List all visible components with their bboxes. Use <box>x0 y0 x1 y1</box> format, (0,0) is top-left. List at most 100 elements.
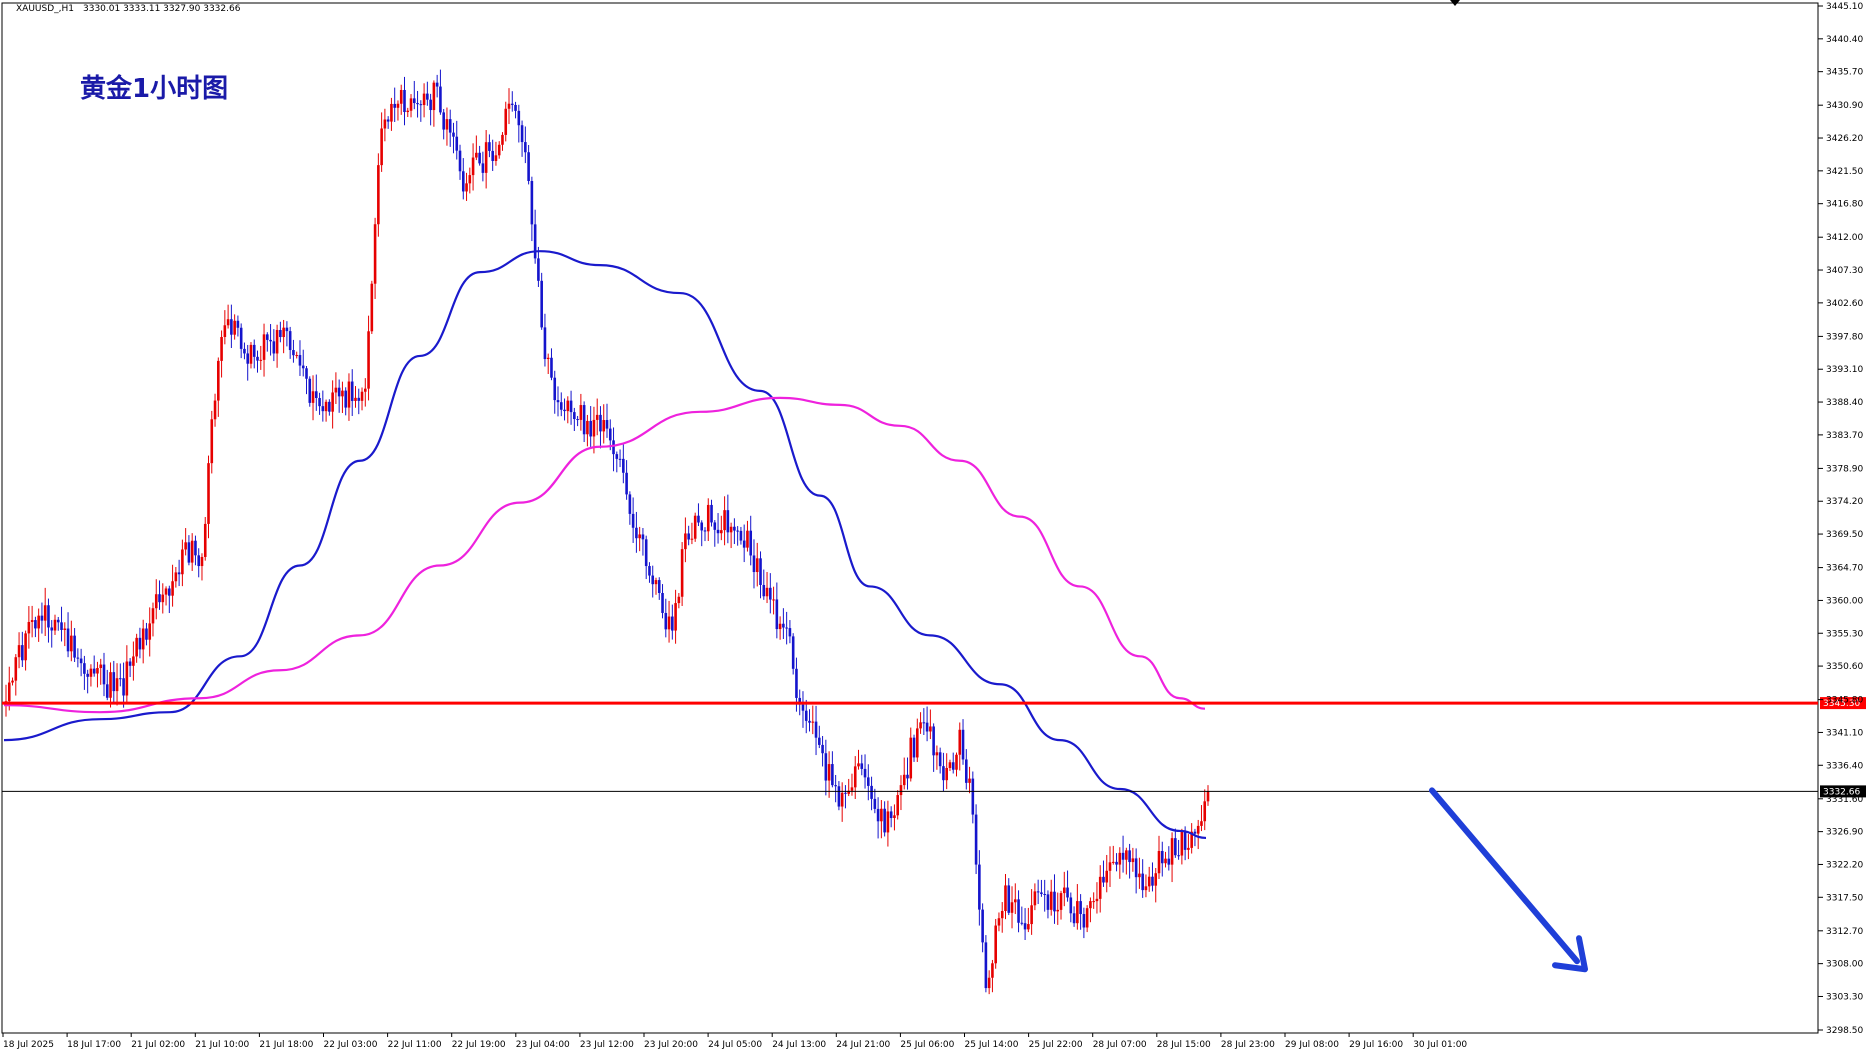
candle <box>814 705 818 756</box>
candle-body <box>377 165 380 225</box>
candle <box>782 608 785 640</box>
price-tick-label: 3312.70 <box>1826 927 1863 937</box>
candle-body <box>586 420 589 435</box>
candle <box>1164 851 1167 868</box>
candle-body <box>837 786 841 807</box>
candle <box>207 455 210 539</box>
candle-body <box>853 766 857 788</box>
candle <box>380 112 383 172</box>
candle-body <box>1056 909 1060 912</box>
candle <box>171 564 174 607</box>
current-price-box <box>1820 785 1866 798</box>
candle-body <box>964 759 968 783</box>
candle-body <box>641 534 645 540</box>
candle <box>867 764 870 801</box>
candle-body <box>527 152 530 182</box>
candle <box>667 600 671 643</box>
candle <box>1147 866 1151 892</box>
candle-body <box>573 412 576 420</box>
candle-body <box>279 330 282 338</box>
time-tick-label: 18 Jul 2025 <box>3 1040 54 1050</box>
candle <box>1105 854 1109 893</box>
candle-body <box>1174 838 1177 856</box>
candle-body <box>393 103 396 108</box>
candle-body <box>501 134 504 145</box>
candle-body <box>661 592 664 613</box>
candle-body <box>608 428 612 441</box>
candle-body <box>494 155 498 161</box>
candle-body <box>409 98 413 111</box>
candle-body <box>1190 831 1193 848</box>
candle <box>1115 853 1118 872</box>
price-tick-label: 3345.80 <box>1826 696 1863 706</box>
candle-body <box>857 763 860 767</box>
candle <box>635 511 638 553</box>
price-tick-label: 3326.90 <box>1826 828 1863 838</box>
candle <box>484 130 488 189</box>
candle <box>125 645 129 703</box>
candle-body <box>746 530 749 548</box>
candle <box>1134 848 1138 894</box>
candle-body <box>1040 892 1043 895</box>
candle <box>981 903 984 953</box>
candle-body <box>589 420 592 437</box>
candle <box>217 357 220 417</box>
candle <box>1017 890 1020 933</box>
candle <box>755 542 759 587</box>
candle <box>11 677 14 686</box>
candle-body <box>929 726 932 732</box>
candle-body <box>288 331 292 351</box>
candle-body <box>961 729 965 760</box>
candle <box>132 641 135 681</box>
candle <box>151 602 155 637</box>
candle <box>870 776 873 811</box>
candle-body <box>89 668 93 677</box>
candle <box>906 757 909 790</box>
candle-body <box>272 341 276 354</box>
candle <box>30 605 34 638</box>
candle-body <box>334 387 338 393</box>
candle <box>605 403 609 438</box>
candle-body <box>266 334 269 340</box>
candle <box>850 773 854 796</box>
candle-body <box>1046 894 1050 910</box>
candle <box>697 503 700 527</box>
time-tick-label: 21 Jul 02:00 <box>131 1040 185 1050</box>
chart-header-symbol: XAUUSD_,H1 <box>16 4 74 14</box>
candle <box>925 706 929 742</box>
candle <box>592 406 596 454</box>
candle <box>582 401 586 443</box>
time-tick-label: 18 Jul 17:00 <box>67 1040 121 1050</box>
candle-body <box>834 785 837 787</box>
candle <box>226 304 230 329</box>
candle <box>576 415 579 427</box>
candle <box>138 627 142 659</box>
candle <box>266 332 269 352</box>
candle-body <box>925 722 929 732</box>
candle-body <box>331 392 334 412</box>
price-tick-label: 3360.00 <box>1826 596 1863 606</box>
candle-body <box>301 365 305 369</box>
candle-body <box>902 774 906 786</box>
candle <box>804 699 808 734</box>
candle-body <box>938 752 942 767</box>
candle-body <box>43 605 47 621</box>
candle <box>948 759 952 772</box>
time-tick-label: 25 Jul 22:00 <box>1029 1040 1083 1050</box>
candle-body <box>190 540 194 563</box>
candle <box>951 752 955 774</box>
candle-body <box>772 599 775 601</box>
price-tick-label: 3383.70 <box>1826 431 1863 441</box>
candle-body <box>896 795 900 816</box>
candle-body <box>341 390 344 397</box>
candle-body <box>889 811 893 819</box>
candle <box>360 387 364 411</box>
candle <box>769 573 772 614</box>
candle <box>334 372 338 404</box>
candle <box>824 739 828 796</box>
candle-body <box>269 339 272 342</box>
candle-body <box>174 572 178 582</box>
candle <box>318 392 321 415</box>
candle-body <box>576 419 579 421</box>
